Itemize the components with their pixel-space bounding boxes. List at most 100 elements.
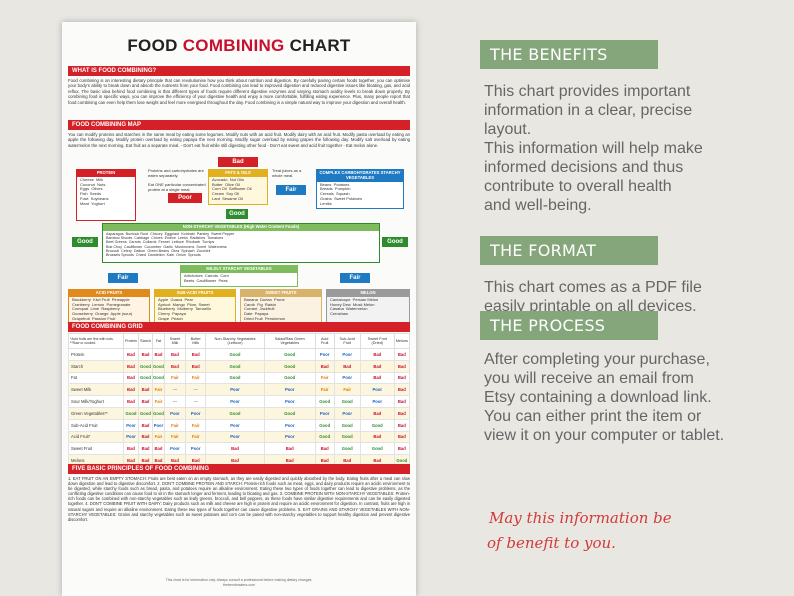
benefits-line: layout. xyxy=(484,121,532,138)
grid-cell: Poor xyxy=(122,430,140,444)
grid-row: Fat Bad Good Good Fair Fair Good Good Fair Poor Ba… xyxy=(68,371,411,385)
grid-cell: Bad xyxy=(359,348,395,361)
grid-cell: Good xyxy=(263,406,316,420)
grid-cell: Good xyxy=(359,418,395,432)
grid-column-header: Protein xyxy=(122,333,140,349)
grid-cell: Good xyxy=(263,359,316,373)
process-text: After completing your purchase, you will… xyxy=(484,350,784,445)
protein-box: PROTEIN Cheese Milk Coconut Nuts Eggs Ol… xyxy=(76,169,136,221)
grid-cell: Poor xyxy=(263,395,316,408)
grid-cell: Good xyxy=(205,348,265,361)
grid-row-label: Green Vegetables** xyxy=(68,406,124,420)
acid-title: ACID FRUITS xyxy=(69,290,149,297)
grid-row: Sweet Milk Bad Bad Fair — — Poor Poor Fair Fair Po… xyxy=(68,383,411,397)
grid-row: Sweet Fruit Bad Bad Bad Poor Poor Bad Bad Bad Goo… xyxy=(68,442,411,456)
benefits-text: This chart provides important informatio… xyxy=(484,82,784,215)
closing-line: May this information be xyxy=(489,509,672,527)
grid-row-label: Sour Milk/Yoghurt xyxy=(68,395,124,408)
grid-cell: Poor xyxy=(333,406,361,420)
grid-cell: Bad xyxy=(263,442,316,456)
grid-cell: Bad xyxy=(393,383,411,397)
process-line: You can either print the item or xyxy=(484,408,702,425)
grid-row: Starch Bad Good Good Bad Bad Good Good Bad Bad Bad… xyxy=(68,359,411,373)
grid-cell: Bad xyxy=(152,442,165,456)
map-text: You can modify proteins and starches in … xyxy=(68,132,410,148)
grid-column-header: Non-Starchy Vegetables (Lettuce) xyxy=(205,333,265,349)
what-is-text: Food combining is an interesting dietary… xyxy=(68,78,410,105)
grid-header-row: *Acid fruits are fine with nuts. **Raw o… xyxy=(68,333,411,349)
grid-cell: Bad xyxy=(122,348,140,361)
grid-cell: — xyxy=(184,383,207,397)
grid-column-header: Acid Fruit xyxy=(314,333,335,349)
principles-text: 1. EAT FRUIT ON AN EMPTY STOMACH: Fruits… xyxy=(68,476,410,522)
grid-cell: Good xyxy=(314,395,335,408)
map-fair-label-left: Fair xyxy=(108,273,138,283)
grid-cell: Fair xyxy=(184,430,207,444)
grid-cell: Fair xyxy=(152,383,165,397)
process-line: you will receive an email from xyxy=(484,370,694,387)
grid-column-header: Sweet Fruit (Dried) xyxy=(359,333,395,349)
grid-cell: Bad xyxy=(138,383,154,397)
grid-cell: Fair xyxy=(152,430,165,444)
grid-cell: Bad xyxy=(314,359,335,373)
grid-row-label: Sweet Milk xyxy=(68,383,124,397)
grid-row-label: Sweet Fruit xyxy=(68,442,124,456)
grid-cell: Good xyxy=(263,348,316,361)
grid-cell: Bad xyxy=(359,430,395,444)
grid-cell: Bad xyxy=(184,348,207,361)
grid-cell: Bad xyxy=(122,359,140,373)
protein-items: Cheese Milk Coconut Nuts Eggs Olives Fis… xyxy=(80,176,109,206)
grid-cell: Good xyxy=(314,430,335,444)
protein-title: PROTEIN xyxy=(77,170,135,177)
grid-row: Sour Milk/Yoghurt Bad Bad Fair — — Poor Poor Goo… xyxy=(68,395,411,408)
grid-table: *Acid fruits are fine with nuts. **Raw o… xyxy=(68,333,411,467)
footer-site: thetrendmakers.com xyxy=(223,583,255,587)
grid-cell: Bad xyxy=(359,371,395,385)
starch-items: Beans Potatoes Breads Pumpkin Cereals Sq… xyxy=(320,181,363,206)
grid-cell: Fair xyxy=(163,418,186,432)
grid-cell: Poor xyxy=(205,430,265,444)
grid-cell: Bad xyxy=(122,442,140,456)
grid-row-label: Protein xyxy=(68,348,124,361)
grid-cell: Poor xyxy=(163,406,186,420)
process-header: THE PROCESS xyxy=(480,311,658,340)
grid-cell: Fair xyxy=(163,371,186,385)
grid-cell: Bad xyxy=(314,442,335,456)
grid-cell: Good xyxy=(263,371,316,385)
grid-cell: Bad xyxy=(138,395,154,408)
section-what-is: WHAT IS FOOD COMBINING? xyxy=(68,66,410,76)
grid-cell: — xyxy=(163,395,186,408)
grid-cell: Poor xyxy=(314,348,335,361)
food-combining-grid: *Acid fruits are fine with nuts. **Raw o… xyxy=(68,333,411,467)
fats-box: FATS & OILS Avocado Nut Oils Butter Oliv… xyxy=(208,169,268,205)
benefits-line: information in a clear, precise xyxy=(484,102,693,119)
grid-column-header: Starch xyxy=(138,333,154,349)
grid-cell: Poor xyxy=(163,442,186,456)
grid-cell: Bad xyxy=(393,371,411,385)
grid-row: Sub-Acid Fruit Poor Bad Poor Fair Fair Poor Poo… xyxy=(68,418,411,432)
grid-column-header: Melons xyxy=(393,333,411,349)
food-combining-chart-sheet: FOOD COMBINING CHART WHAT IS FOOD COMBIN… xyxy=(62,22,416,596)
grid-column-header: Butter Milk xyxy=(184,333,207,349)
grid-row-label: Sub-Acid Fruit xyxy=(68,418,124,432)
grid-cell: Bad xyxy=(333,359,361,373)
grid-cell: Fair xyxy=(163,430,186,444)
process-line: After completing your purchase, xyxy=(484,351,710,368)
grid-cell: Bad xyxy=(393,395,411,408)
grid-cell: Bad xyxy=(122,395,140,408)
grid-cell: Bad xyxy=(205,442,265,456)
grid-cell: Poor xyxy=(152,418,165,432)
grid-cell: Bad xyxy=(138,418,154,432)
grid-cell: Good xyxy=(314,418,335,432)
benefits-line: and well-being. xyxy=(484,197,592,214)
grid-cell: Poor xyxy=(184,442,207,456)
grid-cell: Poor xyxy=(359,383,395,397)
grid-cell: Poor xyxy=(333,348,361,361)
mildly-items: Artichokes Carrots Corn Beets Cauliflowe… xyxy=(184,272,229,283)
benefits-line: This information will help make xyxy=(484,140,703,157)
nonstarchy-items: Asparagus Burdock Root Chicory Eggplant … xyxy=(106,231,235,258)
grid-cell: Bad xyxy=(122,371,140,385)
grid-cell: Poor xyxy=(359,395,395,408)
grid-row-label: Fat xyxy=(68,371,124,385)
grid-column-header: Salad/Raw Green Vegetables xyxy=(263,333,316,349)
